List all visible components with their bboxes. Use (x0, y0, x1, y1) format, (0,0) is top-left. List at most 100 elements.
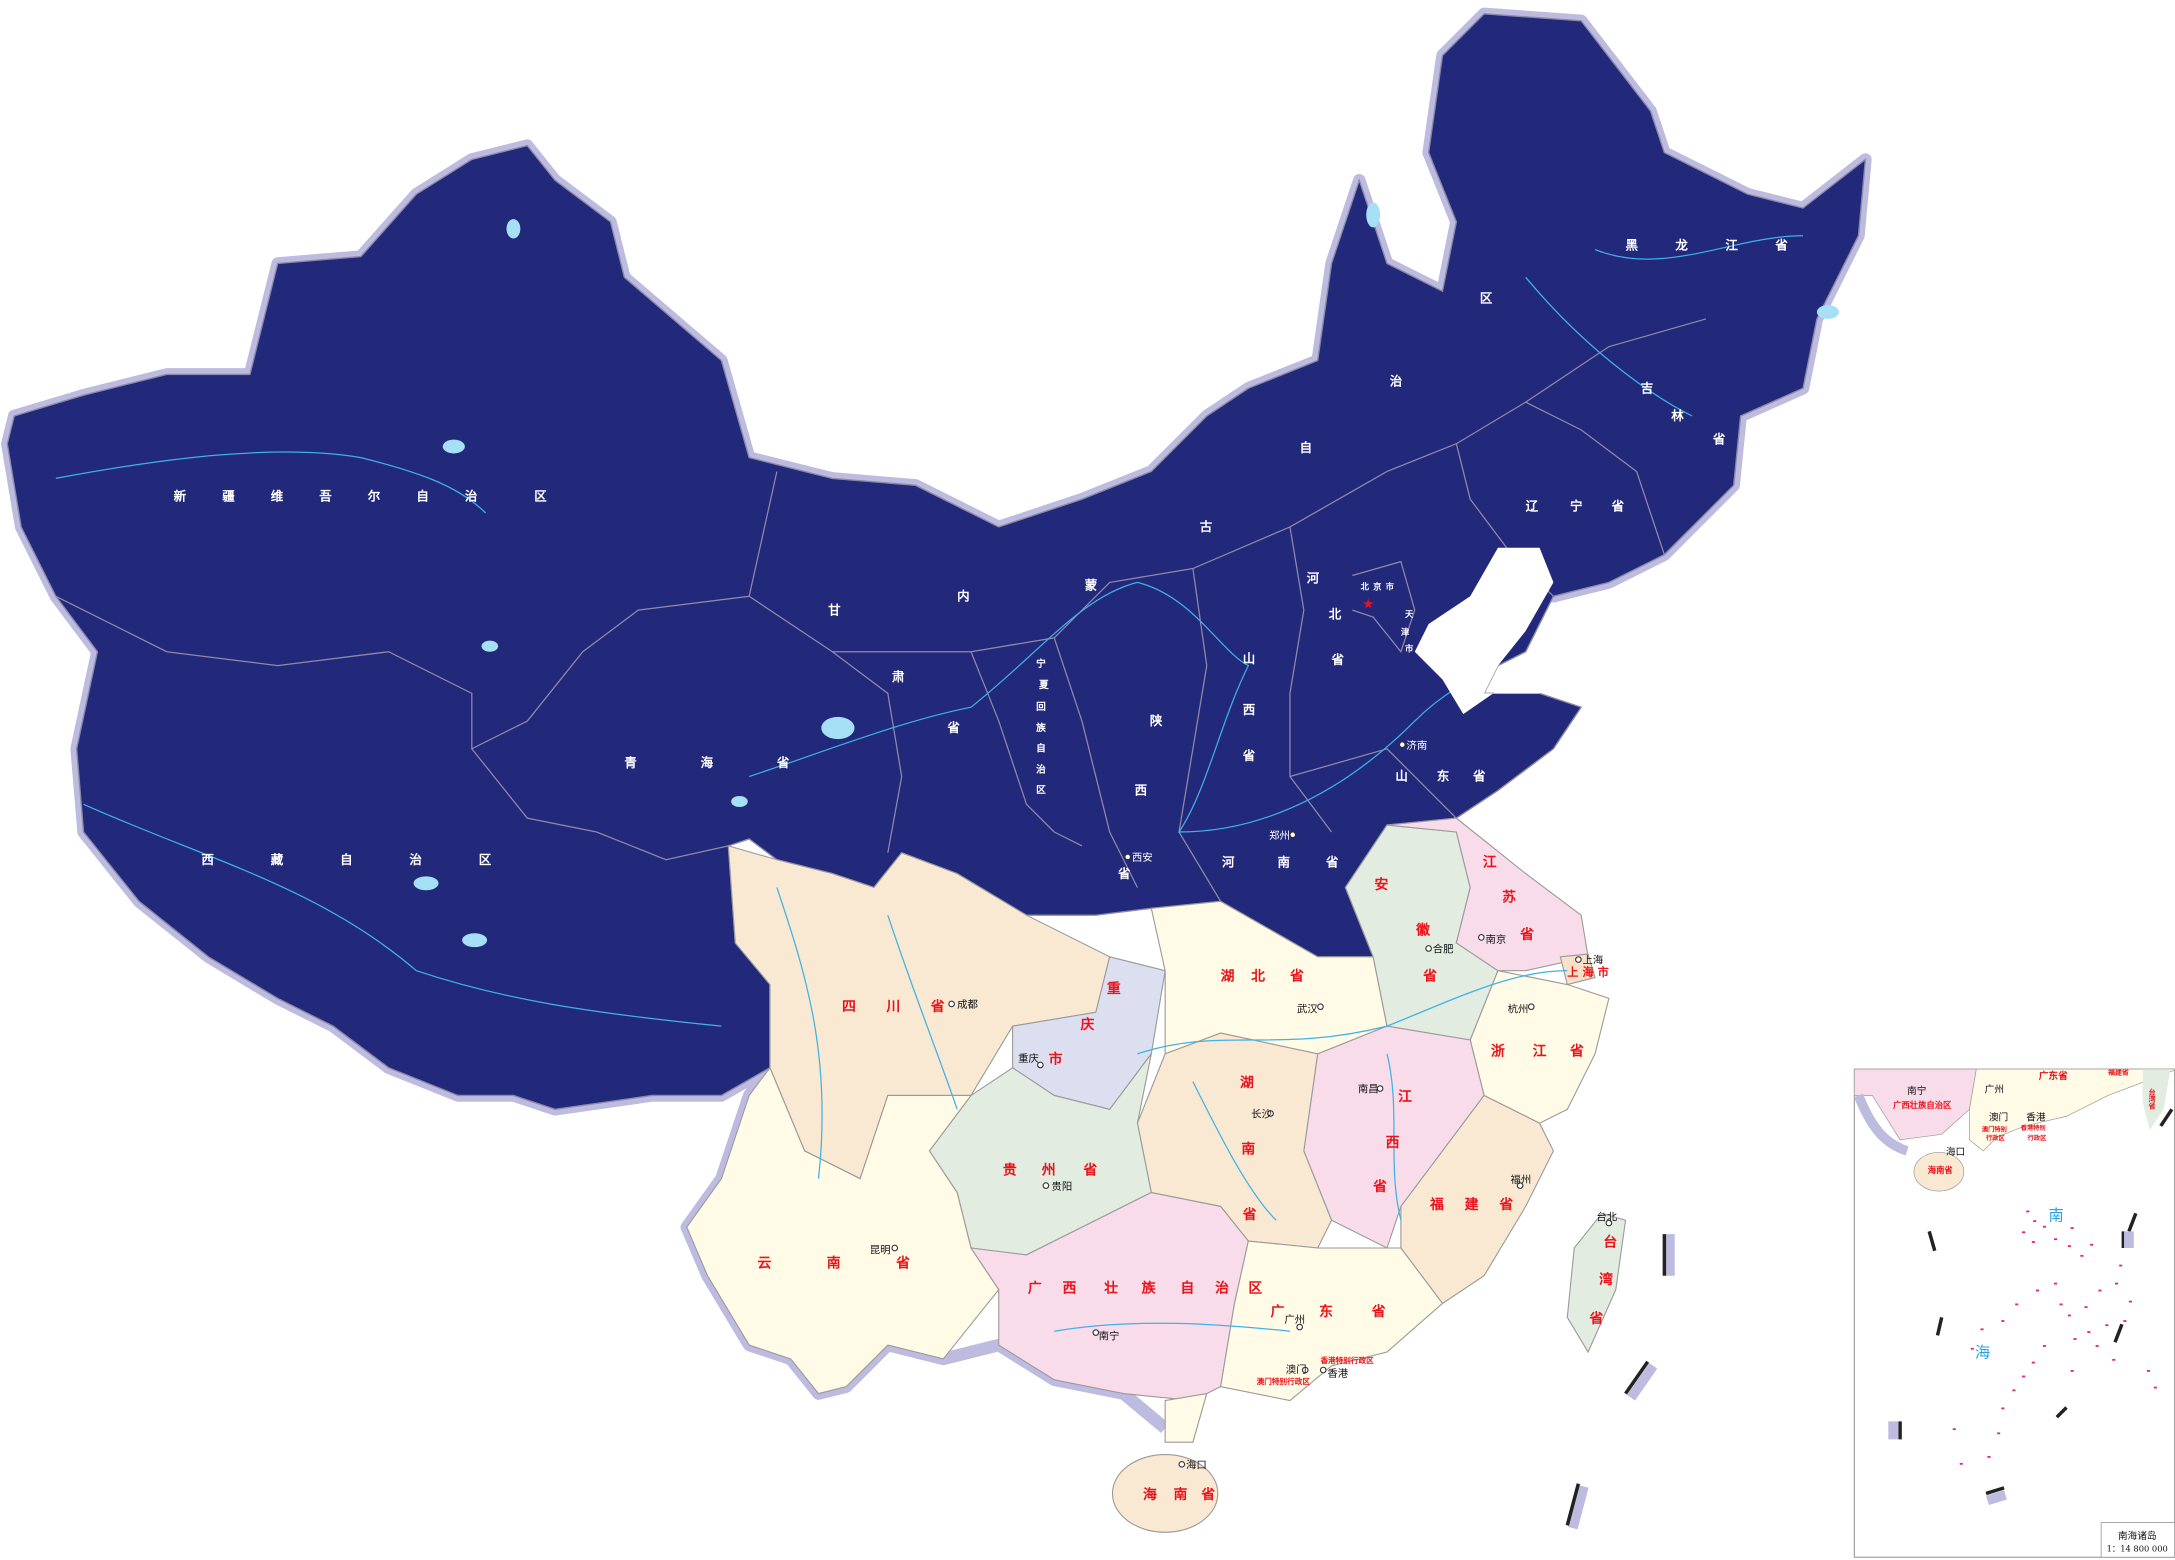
city-wuhan: 武汉 (1297, 1002, 1324, 1015)
inset-legend-box: 南海诸岛 1：14 800 000 (2100, 1522, 2175, 1558)
island-mark (2070, 1370, 2074, 1372)
svg-text:澳门: 澳门 (1989, 1110, 2008, 1123)
label-beijing: 北京市 (1361, 581, 1395, 591)
svg-text:澳门: 澳门 (1286, 1363, 1307, 1376)
city-shanghai: 上海 (1575, 954, 1603, 967)
city-guiyang: 贵阳 (1042, 1180, 1072, 1193)
province-guangdong (1219, 1240, 1444, 1402)
svg-text:成都: 成都 (957, 999, 978, 1011)
svg-text:南京: 南京 (1485, 933, 1506, 946)
city-labels: 成都 重庆 贵阳 昆明 南宁 广州 澳门 香港 海口 长沙 武汉 南昌 福州 台… (870, 739, 1618, 1472)
svg-text:南宁: 南宁 (1907, 1084, 1927, 1097)
svg-text:合肥: 合肥 (1433, 943, 1454, 956)
svg-text:南昌: 南昌 (1358, 1083, 1379, 1096)
label-xizang: 西藏自治区 (201, 852, 491, 867)
svg-text:贵阳: 贵阳 (1051, 1180, 1072, 1193)
island-mark (2090, 1243, 2094, 1246)
island-mark (1959, 1462, 1963, 1465)
island-mark (2067, 1314, 2071, 1317)
province-leizhou (1164, 1392, 1208, 1443)
island-mark (2128, 1300, 2132, 1303)
rivers-north (55, 235, 1804, 1027)
island-mark (2080, 1254, 2084, 1257)
svg-text:广西壮族自治区: 广西壮族自治区 (1893, 1100, 1952, 1110)
island-mark (1970, 1347, 1974, 1350)
city-nanchang: 南昌 (1358, 1083, 1384, 1096)
capital-star-icon: ★ (1362, 597, 1374, 613)
svg-text:昆明: 昆明 (870, 1245, 891, 1257)
svg-text:长沙: 长沙 (1251, 1109, 1272, 1121)
island-mark (2033, 1220, 2037, 1223)
inset-title: 南海诸岛 (2118, 1529, 2157, 1542)
city-chongqing: 重庆 (1018, 1052, 1044, 1069)
inset-islands (1952, 1210, 2157, 1465)
south-china-sea-inset: 南宁 广西壮族自治区 广东省 福建省 广州 澳门 香港 澳门特别 行政区 香港特… (1853, 1068, 2175, 1558)
inset-nine-dash-line (1888, 1108, 2174, 1506)
rivers-south (776, 887, 1568, 1332)
city-hongkong: 香港 (1319, 1366, 1349, 1380)
city-haikou: 海口 (1178, 1458, 1207, 1471)
island-mark (2054, 1238, 2058, 1241)
city-jinan: 济南 (1398, 739, 1427, 752)
island-mark (2031, 1241, 2035, 1243)
island-mark (1952, 1428, 1956, 1431)
island-mark (2015, 1303, 2019, 1306)
province-fujian (1400, 1094, 1555, 1305)
island-mark (2119, 1264, 2123, 1267)
island-mark (2153, 1386, 2157, 1389)
svg-text:武汉: 武汉 (1297, 1002, 1318, 1015)
island-mark (2035, 1289, 2040, 1292)
island-mark (2073, 1338, 2077, 1340)
island-mark (2105, 1324, 2109, 1327)
island-mark (2084, 1306, 2088, 1309)
city-hefei: 合肥 (1425, 943, 1454, 956)
island-mark (2022, 1231, 2026, 1234)
island-mark (1987, 1456, 1991, 1458)
city-nanning: 南宁 (1092, 1329, 1120, 1343)
southern-provinces (686, 817, 1627, 1533)
svg-text:香港: 香港 (2026, 1111, 2046, 1123)
island-mark (2026, 1210, 2030, 1213)
island-mark (2087, 1331, 2091, 1334)
island-mark (2095, 1345, 2099, 1347)
svg-text:广州: 广州 (1284, 1314, 1305, 1326)
label-fujian: 福建省 (1429, 1196, 1513, 1213)
svg-text:广州: 广州 (1985, 1084, 2004, 1096)
city-hangzhou: 杭州 (1508, 1002, 1535, 1015)
inset-hainan (1913, 1151, 1965, 1192)
island-mark (2098, 1289, 2102, 1292)
label-hubei: 湖北省 (1221, 967, 1304, 984)
svg-text:重庆: 重庆 (1018, 1052, 1039, 1065)
island-mark (2031, 1361, 2035, 1364)
label-guangxi: 广西壮族自治区 (1028, 1279, 1262, 1296)
svg-text:行政区: 行政区 (1985, 1134, 2005, 1142)
island-mark (2001, 1407, 2005, 1410)
city-nanjing: 南京 (1477, 933, 1506, 946)
label-hainan: 海南省 (1143, 1486, 1215, 1503)
svg-text:台北: 台北 (1596, 1210, 1617, 1223)
province-shanghai (1559, 953, 1596, 986)
svg-text:杭州: 杭州 (1508, 1002, 1529, 1015)
island-mark (1980, 1328, 1984, 1331)
svg-text:南宁: 南宁 (1099, 1330, 1120, 1343)
province-jiangsu (1386, 817, 1589, 972)
label-macau-sar: 澳门特别行政区 (1257, 1376, 1311, 1386)
svg-text:福建省: 福建省 (2107, 1068, 2129, 1077)
city-changsha: 长沙 (1251, 1109, 1274, 1121)
inset-taiwan (2142, 1069, 2171, 1131)
province-yunnan (686, 1066, 1000, 1395)
island-mark (2112, 1358, 2116, 1361)
city-taibei: 台北 (1596, 1210, 1618, 1227)
city-chengdu: 成都 (948, 999, 978, 1011)
city-macau: 澳门 (1286, 1363, 1309, 1376)
island-mark (2012, 1389, 2016, 1392)
island-mark (2115, 1282, 2119, 1285)
island-mark (2067, 1245, 2071, 1248)
label-hongkong-sar: 香港特别行政区 (1319, 1355, 1374, 1365)
city-kunming: 昆明 (870, 1245, 899, 1257)
svg-text:海口: 海口 (1946, 1145, 1965, 1158)
island-mark (1997, 1432, 2001, 1435)
province-hainan (1111, 1454, 1219, 1533)
svg-text:福州: 福州 (1510, 1173, 1531, 1186)
